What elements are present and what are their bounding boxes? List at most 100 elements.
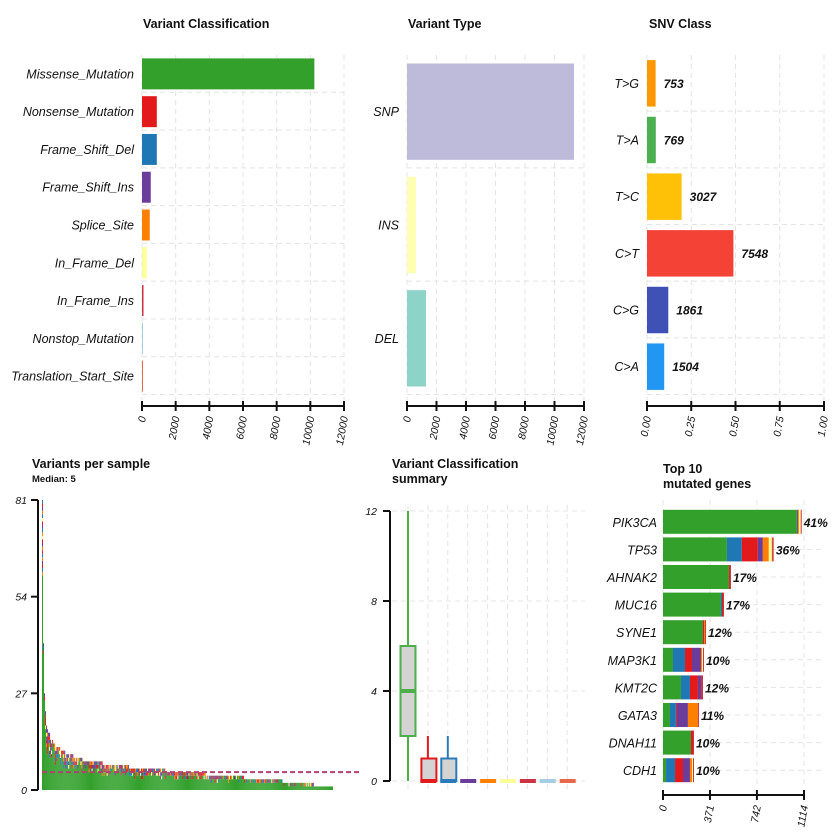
y-tick-label: 12 xyxy=(365,506,377,518)
sample-bar-segment xyxy=(104,772,106,790)
sample-bar-segment xyxy=(90,764,92,769)
sample-bar-segment xyxy=(172,772,174,776)
sample-bar-segment xyxy=(128,775,130,790)
sample-bar-segment xyxy=(253,782,255,790)
segment-frame-shift-ins xyxy=(691,647,701,672)
sample-bar-segment xyxy=(132,772,134,790)
title-vc-summary-line1: Variant Classification xyxy=(392,457,518,471)
sample-bar-segment xyxy=(104,768,106,773)
sample-bar-segment xyxy=(65,761,67,765)
sample-bar-segment xyxy=(97,764,99,769)
sample-bar-segment xyxy=(47,736,49,740)
sample-bar-segment xyxy=(117,768,119,773)
bar-frame-shift-ins xyxy=(142,171,151,203)
sample-bar-segment xyxy=(149,768,151,773)
gene-label: CDH1 xyxy=(623,764,657,778)
sample-bar-segment xyxy=(197,775,199,780)
sample-bar-segment xyxy=(45,721,47,726)
sample-bar-segment xyxy=(259,782,261,790)
sample-bar-segment xyxy=(203,772,205,776)
sample-bar-segment xyxy=(182,772,184,776)
sample-bar-segment xyxy=(46,743,48,748)
panel-variant-type: Variant Type SNP INS DEL 0 2000 4000 6000 8000 1… xyxy=(373,17,591,446)
sample-bar-segment xyxy=(281,782,283,790)
sample-bar-segment xyxy=(42,500,44,504)
sample-bar-segment xyxy=(139,775,141,790)
segment-nonsense-mutation xyxy=(689,675,698,700)
segment-in-frame-ins xyxy=(705,620,707,645)
sample-bar-segment xyxy=(154,775,156,790)
sample-bar-segment xyxy=(204,772,206,776)
sample-bar-segment xyxy=(46,747,48,790)
sample-bar-segment xyxy=(255,779,257,783)
sample-bar-segment xyxy=(299,782,301,790)
sample-bar-segment xyxy=(54,743,56,748)
sample-bar-segment xyxy=(191,772,193,776)
sample-bar-segment xyxy=(208,779,210,790)
sample-bar-segment xyxy=(263,782,265,790)
sample-bar-segment xyxy=(67,761,69,765)
percent-label: 11% xyxy=(701,709,724,723)
sample-bar-segment xyxy=(257,779,259,783)
sample-bar-segment xyxy=(164,772,166,790)
sample-bar-segment xyxy=(50,739,52,744)
category-label: C>T xyxy=(615,247,640,261)
sample-bar-segment xyxy=(249,779,251,790)
sample-bar-segment xyxy=(44,693,46,697)
sample-bar-segment xyxy=(285,782,287,790)
sample-bar-segment xyxy=(164,768,166,773)
sample-bar-segment xyxy=(113,772,115,790)
sample-bar-segment xyxy=(63,768,65,790)
data-label: 1861 xyxy=(676,304,703,318)
sample-bar-segment xyxy=(178,775,180,790)
segment-missense-mutation xyxy=(663,509,797,534)
sample-bar-segment xyxy=(47,743,49,748)
sample-bar-segment xyxy=(292,782,294,790)
gene-label: DNAH11 xyxy=(609,737,657,751)
sample-bar-segment xyxy=(96,768,98,790)
sample-bar-segment xyxy=(63,757,65,762)
sample-bar-segment xyxy=(47,739,49,744)
sample-bar-segment xyxy=(72,761,74,765)
sample-bar-segment xyxy=(161,779,163,790)
sample-bar-segment xyxy=(208,775,210,780)
sample-bar-segment xyxy=(302,782,304,790)
sample-bar-segment xyxy=(95,764,97,769)
sample-bar-segment xyxy=(176,772,178,776)
segment-frame-shift-ins xyxy=(757,537,763,562)
sample-bar-segment xyxy=(76,764,78,790)
gene-label: TP53 xyxy=(627,543,657,557)
boxplot-frame-shift-del xyxy=(440,736,458,783)
box xyxy=(420,757,438,782)
sample-bar-segment xyxy=(130,772,132,776)
sample-bar-segment xyxy=(162,772,164,790)
sample-bar-segment xyxy=(48,736,50,740)
segment-frame-shift-del xyxy=(720,592,722,617)
sample-bar-segment xyxy=(124,772,126,776)
sample-bar-segment xyxy=(42,532,44,536)
sample-bar-segment xyxy=(171,775,173,790)
sample-bar-segment xyxy=(126,764,128,769)
sample-bar-segment xyxy=(177,779,179,790)
sample-bar-segment xyxy=(287,782,289,790)
sample-bar-segment xyxy=(126,772,128,790)
sample-bar-segment xyxy=(261,782,263,790)
sample-bar-segment xyxy=(216,775,218,780)
sample-bar-segment xyxy=(158,768,160,773)
sample-bar-segment xyxy=(46,736,48,740)
sample-bar-segment xyxy=(71,757,73,762)
sample-bar-segment xyxy=(115,768,117,773)
sample-bar-segment xyxy=(114,768,116,773)
sample-bar-segment xyxy=(144,775,146,790)
sample-bar-segment xyxy=(175,772,177,776)
sample-bar-segment xyxy=(142,772,144,776)
sample-bar-segment xyxy=(121,768,123,773)
sample-bar-segment xyxy=(137,768,139,773)
sample-bar-segment xyxy=(214,782,216,790)
sample-bar-segment xyxy=(308,782,310,790)
sample-bar-segment xyxy=(167,772,169,776)
sample-bar-segment xyxy=(203,775,205,780)
sample-bar-segment xyxy=(60,764,62,790)
sample-bar-segment xyxy=(222,779,224,790)
sample-bar-segment xyxy=(152,772,154,790)
